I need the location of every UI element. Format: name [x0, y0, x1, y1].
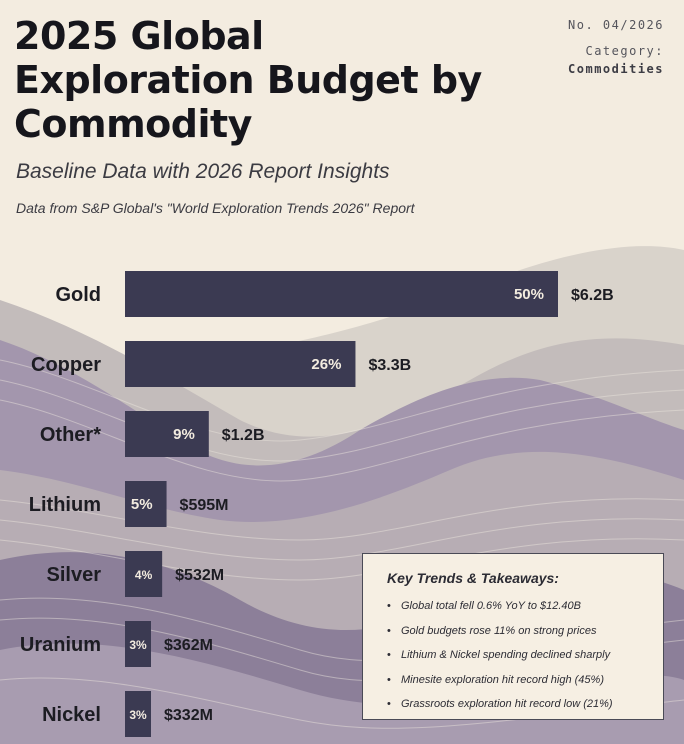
bullet-icon: •	[387, 698, 391, 710]
page-title: 2025 Global Exploration Budget by Commod…	[14, 14, 482, 146]
share-label: 9%	[173, 426, 195, 443]
category-label: Category:	[585, 44, 664, 58]
takeaway-text: Minesite exploration hit record high (45…	[401, 673, 604, 686]
bullet-icon: •	[387, 649, 391, 661]
category-value: Commodities	[568, 62, 664, 76]
category-label: Copper	[31, 354, 101, 376]
share-label: 3%	[129, 708, 147, 722]
share-label: 50%	[514, 286, 544, 303]
share-label: 4%	[135, 568, 153, 582]
share-label: 26%	[311, 356, 341, 373]
value-label: $1.2B	[222, 427, 265, 444]
value-label: $3.3B	[368, 357, 411, 374]
value-label: $595M	[180, 497, 229, 514]
bar	[125, 691, 151, 737]
takeaway-text: Grassroots exploration hit record low (2…	[401, 698, 613, 710]
bullet-icon: •	[387, 624, 391, 637]
value-label: $332M	[164, 707, 213, 724]
takeaway-text: Gold budgets rose 11% on strong prices	[401, 624, 597, 637]
category-label: Lithium	[29, 494, 101, 516]
category-label: Silver	[47, 564, 102, 586]
category-label: Other*	[40, 424, 101, 446]
bar	[125, 411, 209, 457]
value-label: $362M	[164, 637, 213, 654]
takeaway-item: • Minesite exploration hit record high (4…	[387, 668, 641, 693]
takeaway-text: Lithium & Nickel spending declined sharp…	[401, 649, 611, 661]
category-label: Uranium	[20, 634, 101, 656]
share-label: 5%	[131, 496, 153, 513]
bar	[125, 271, 558, 317]
bar	[125, 551, 163, 597]
category-label: Nickel	[42, 704, 101, 726]
takeaways-list: • Global total fell 0.6% YoY to $12.40B •…	[387, 594, 641, 717]
bar	[125, 621, 151, 667]
bullet-icon: •	[387, 673, 391, 686]
takeaways-box: Key Trends & Takeaways: • Global total fe…	[362, 553, 664, 720]
issue-meta: No. 04/2026 Category: Commodities	[568, 16, 664, 78]
subtitle: Baseline Data with 2026 Report Insights	[16, 160, 390, 183]
takeaway-item: • Gold budgets rose 11% on strong prices	[387, 619, 641, 644]
takeaway-item: • Global total fell 0.6% YoY to $12.40B	[387, 594, 641, 619]
takeaway-text: Global total fell 0.6% YoY to $12.40B	[401, 600, 582, 612]
contour-lines	[0, 359, 684, 729]
bar	[125, 341, 356, 387]
takeaway-item: • Grassroots exploration hit record low (…	[387, 692, 641, 717]
takeaways-heading: Key Trends & Takeaways:	[387, 570, 559, 586]
takeaway-item: • Lithium & Nickel spending declined shar…	[387, 643, 641, 668]
category-label: Gold	[55, 284, 101, 306]
bullet-icon: •	[387, 600, 391, 612]
bar	[125, 481, 167, 527]
issue-number: No. 04/2026	[568, 18, 664, 32]
source-note: Data from S&P Global's "World Exploratio…	[16, 200, 415, 216]
value-label: $532M	[175, 567, 224, 584]
share-label: 3%	[129, 638, 147, 652]
value-label: $6.2B	[571, 287, 614, 304]
